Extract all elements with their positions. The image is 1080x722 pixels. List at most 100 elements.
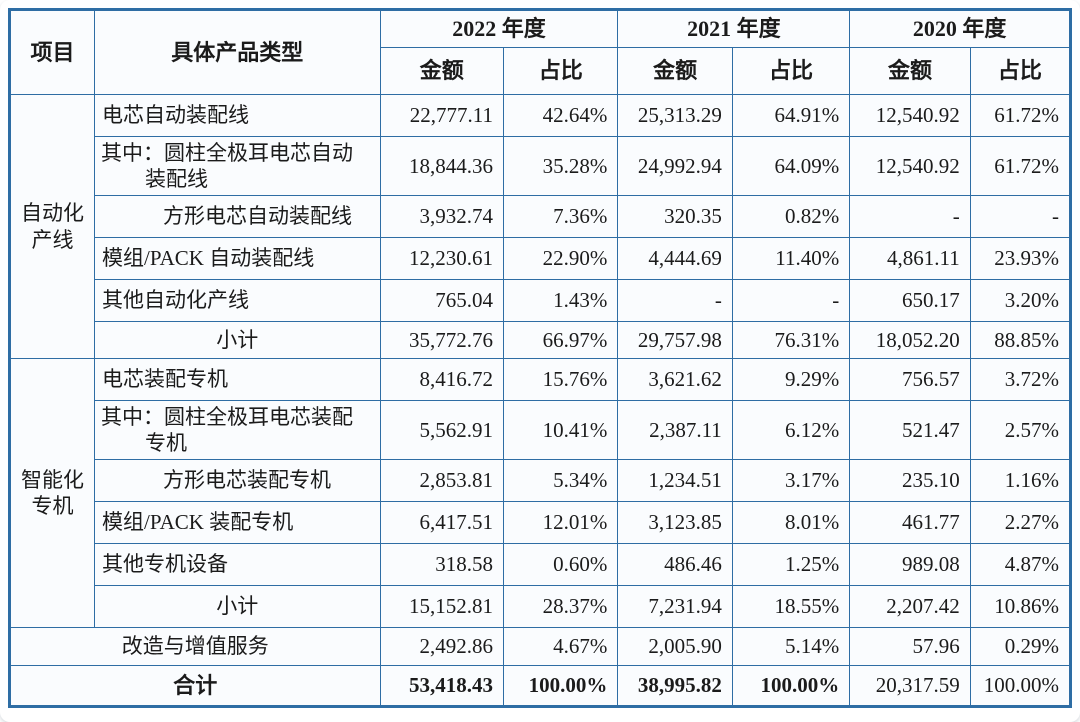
subtotal-row: 小计 15,152.81 28.37% 7,231.94 18.55% 2,20…	[10, 585, 1072, 628]
cell-amount: 4,861.11	[849, 237, 971, 280]
cell-amount: 24,992.94	[617, 136, 733, 196]
total-row: 合计 53,418.43 100.00% 38,995.82 100.00% 2…	[9, 665, 1072, 707]
cell-amount: 461.77	[849, 501, 971, 544]
cell-ratio: 11.40%	[731, 237, 851, 280]
cell-ratio: 6.12%	[731, 400, 851, 460]
row-label: 电芯自动装配线	[94, 94, 381, 137]
cell-ratio: -	[731, 279, 851, 322]
row-label: 其他专机设备	[94, 543, 381, 586]
cell-amount: 2,492.86	[379, 627, 505, 666]
header-year-2021: 2021 年度	[617, 9, 851, 48]
cell-amount: 15,152.81	[379, 585, 505, 628]
cell-ratio: -	[969, 195, 1072, 238]
cell-amount: 235.10	[849, 459, 971, 502]
cell-ratio: 7.36%	[503, 195, 619, 238]
cell-ratio: 88.85%	[969, 321, 1072, 359]
cell-ratio: 2.57%	[969, 400, 1072, 460]
cell-amount: 320.35	[617, 195, 733, 238]
header-product-type: 具体产品类型	[94, 9, 381, 95]
cell-ratio: 5.34%	[503, 459, 619, 502]
cell-amount: 57.96	[849, 627, 971, 666]
cell-amount: 3,123.85	[617, 501, 733, 544]
table-row: 自动化产线 电芯自动装配线 22,777.11 42.64% 25,313.29…	[8, 94, 1072, 359]
cell-ratio: 1.43%	[503, 279, 619, 322]
cell-amount: 4,444.69	[617, 237, 733, 280]
cell-ratio: 8.01%	[731, 501, 851, 544]
header-year-2020: 2020 年度	[849, 9, 1071, 48]
cell-ratio: 64.09%	[731, 136, 851, 196]
cell-amount: 765.04	[379, 279, 505, 322]
cell-amount: 2,387.11	[617, 400, 733, 460]
cell-ratio: 15.76%	[503, 358, 619, 401]
cell-amount: 35,772.76	[379, 321, 505, 359]
cell-amount: 521.47	[849, 400, 971, 460]
cell-ratio: 42.64%	[503, 94, 619, 137]
cell-amount: 7,231.94	[617, 585, 733, 628]
cell-ratio: 5.14%	[731, 627, 851, 666]
row-label: 其他自动化产线	[94, 279, 381, 322]
cell-ratio: 100.00%	[503, 665, 619, 707]
cell-amount: 38,995.82	[617, 665, 733, 707]
cell-amount: 29,757.98	[617, 321, 733, 359]
service-row-label: 改造与增值服务	[9, 627, 381, 666]
cell-amount: 650.17	[849, 279, 971, 322]
cell-amount: 12,230.61	[379, 237, 505, 280]
cell-amount: 12,540.92	[849, 94, 971, 137]
row-label: 模组/PACK 自动装配线	[94, 237, 381, 280]
subtotal-row: 小计 35,772.76 66.97% 29,757.98 76.31% 18,…	[10, 321, 1072, 359]
table-row: 模组/PACK 自动装配线 12,230.61 22.90% 4,444.69 …	[10, 237, 1072, 280]
cell-amount: 18,052.20	[849, 321, 971, 359]
cell-amount: 5,562.91	[379, 400, 505, 460]
subtotal-label: 小计	[94, 585, 381, 628]
cell-amount: 20,317.59	[849, 665, 971, 707]
cell-ratio: 9.29%	[731, 358, 851, 401]
total-row-label: 合计	[9, 665, 381, 707]
table-row: 模组/PACK 装配专机 6,417.51 12.01% 3,123.85 8.…	[10, 501, 1072, 544]
group-label-automation-line: 自动化产线	[8, 94, 96, 359]
row-label: 电芯装配专机	[94, 358, 381, 401]
cell-ratio: 3.72%	[969, 358, 1072, 401]
cell-ratio: 0.60%	[503, 543, 619, 586]
cell-ratio: 2.27%	[969, 501, 1072, 544]
service-row: 改造与增值服务 2,492.86 4.67% 2,005.90 5.14% 57…	[9, 627, 1072, 666]
table-row: 其他专机设备 318.58 0.60% 486.46 1.25% 989.08 …	[10, 543, 1072, 586]
header-item: 项目	[8, 9, 96, 95]
cell-ratio: 61.72%	[969, 136, 1072, 196]
cell-amount: 2,005.90	[617, 627, 733, 666]
cell-ratio: 3.20%	[969, 279, 1072, 322]
cell-ratio: 100.00%	[969, 665, 1072, 707]
cell-amount: 756.57	[849, 358, 971, 401]
cell-ratio: 23.93%	[969, 237, 1072, 280]
cell-ratio: 22.90%	[503, 237, 619, 280]
cell-amount: 318.58	[379, 543, 505, 586]
cell-amount: -	[617, 279, 733, 322]
header-amount-2021: 金额	[617, 47, 733, 95]
row-label: 其中：圆柱全极耳电芯自动装配线	[94, 136, 381, 196]
cell-ratio: 10.86%	[969, 585, 1072, 628]
cell-ratio: 35.28%	[503, 136, 619, 196]
cell-ratio: 64.91%	[731, 94, 851, 137]
cell-ratio: 100.00%	[731, 665, 851, 707]
header-year-2022: 2022 年度	[379, 9, 619, 48]
header-ratio-2020: 占比	[969, 47, 1072, 95]
header-ratio-2021: 占比	[731, 47, 851, 95]
cell-ratio: 18.55%	[731, 585, 851, 628]
header-row-years: 项目 具体产品类型 2022 年度 2021 年度 2020 年度	[8, 9, 1071, 95]
cell-amount: 2,853.81	[379, 459, 505, 502]
cell-ratio: 66.97%	[503, 321, 619, 359]
cell-amount: 25,313.29	[617, 94, 733, 137]
subtotal-label: 小计	[94, 321, 381, 359]
cell-amount: 486.46	[617, 543, 733, 586]
cell-amount: 8,416.72	[379, 358, 505, 401]
cell-amount: 6,417.51	[379, 501, 505, 544]
table-row: 其他自动化产线 765.04 1.43% - - 650.17 3.20%	[10, 279, 1072, 322]
cell-amount: 2,207.42	[849, 585, 971, 628]
cell-ratio: 12.01%	[503, 501, 619, 544]
cell-amount: 3,621.62	[617, 358, 733, 401]
cell-amount: 22,777.11	[379, 94, 505, 137]
cell-ratio: 0.29%	[969, 627, 1072, 666]
row-label: 方形电芯自动装配线	[94, 195, 381, 238]
cell-ratio: 61.72%	[969, 94, 1072, 137]
cell-ratio: 0.82%	[731, 195, 851, 238]
